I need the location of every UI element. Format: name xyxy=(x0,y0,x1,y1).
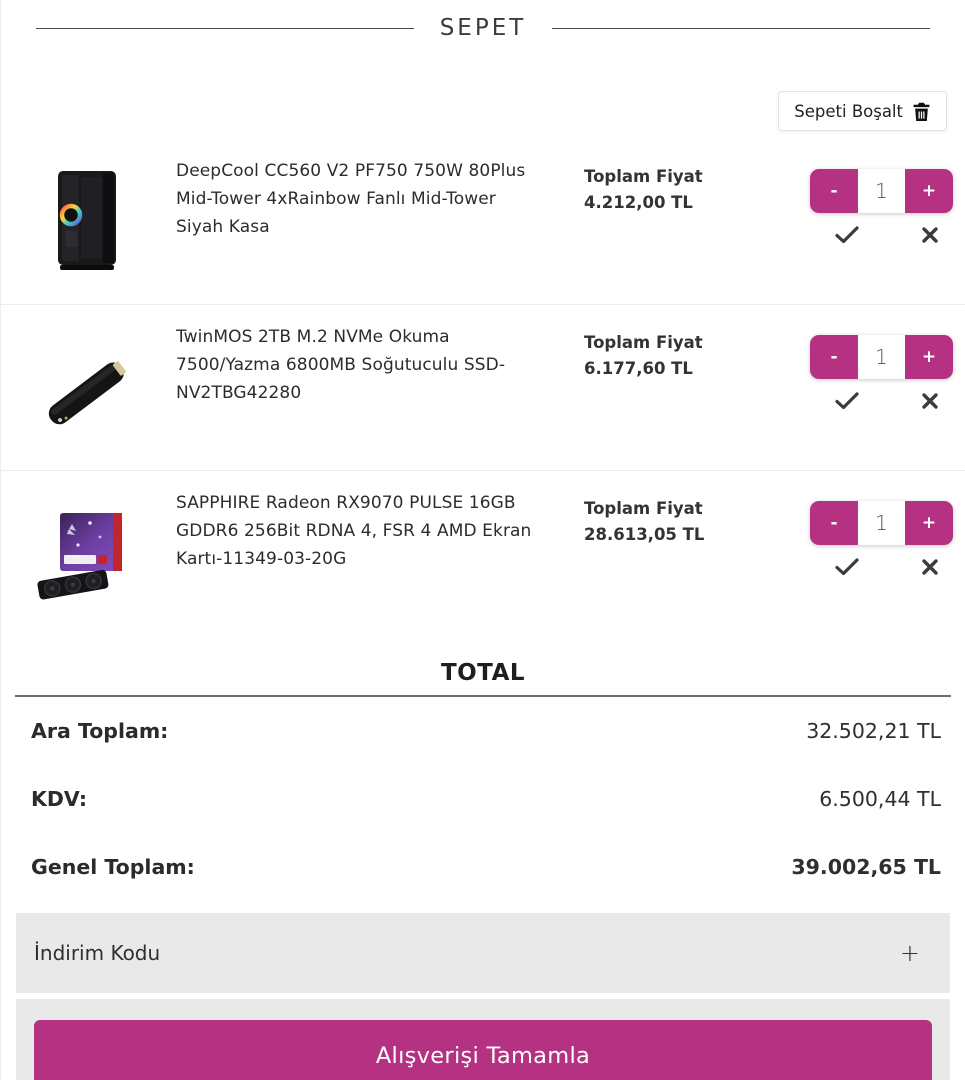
checkout-band: Alışverişi Tamamla xyxy=(16,999,950,1080)
header-line-left xyxy=(36,27,414,29)
quantity-stepper: - + xyxy=(810,335,953,379)
discount-code-toggle[interactable]: İndirim Kodu + xyxy=(16,913,950,993)
page-title: SEPET xyxy=(439,15,527,41)
quantity-stepper: - + xyxy=(810,501,953,545)
grand-total-row: Genel Toplam: 39.002,65 TL xyxy=(15,833,951,901)
item-controls: - + xyxy=(810,319,953,411)
product-title: SAPPHIRE Radeon RX9070 PULSE 16GB GDDR6 … xyxy=(176,493,532,569)
cart-items-list: DeepCool CC560 V2 PF750 750W 80Plus Mid-… xyxy=(1,139,965,634)
product-image xyxy=(34,331,138,441)
cart-header: SEPET xyxy=(36,0,930,41)
quantity-increase-button[interactable]: + xyxy=(905,335,953,379)
quantity-stepper: - + xyxy=(810,169,953,213)
quantity-input[interactable] xyxy=(858,169,905,213)
empty-cart-label: Sepeti Boşalt xyxy=(794,101,903,121)
pc-case-image xyxy=(58,171,116,270)
quantity-decrease-button[interactable]: - xyxy=(810,501,858,545)
totals-section: TOTAL Ara Toplam: 32.502,21 TL KDV: 6.50… xyxy=(1,660,965,901)
quantity-increase-button[interactable]: + xyxy=(905,169,953,213)
quantity-decrease-button[interactable]: - xyxy=(810,335,858,379)
quantity-decrease-button[interactable]: - xyxy=(810,169,858,213)
subtotal-label: Ara Toplam: xyxy=(31,719,169,743)
item-price-block: Toplam Fiyat 4.212,00 TL xyxy=(548,153,810,212)
grand-total-value: 39.002,65 TL xyxy=(791,855,941,879)
product-image xyxy=(34,497,138,607)
empty-cart-row: Sepeti Boşalt xyxy=(1,91,947,131)
totals-divider xyxy=(15,695,951,697)
totals-heading: TOTAL xyxy=(440,660,526,686)
quantity-input[interactable] xyxy=(858,501,905,545)
cart-item: TwinMOS 2TB M.2 NVMe Okuma 7500/Yazma 68… xyxy=(1,305,965,471)
item-actions xyxy=(810,557,953,577)
empty-cart-button[interactable]: Sepeti Boşalt xyxy=(778,91,947,131)
subtotal-row: Ara Toplam: 32.502,21 TL xyxy=(15,697,951,765)
grand-total-label: Genel Toplam: xyxy=(31,855,195,879)
product-image xyxy=(34,165,138,275)
cart-item: DeepCool CC560 V2 PF750 750W 80Plus Mid-… xyxy=(1,139,965,305)
cart-item: SAPPHIRE Radeon RX9070 PULSE 16GB GDDR6 … xyxy=(1,471,965,634)
gpu-image xyxy=(37,513,122,600)
ssd-image xyxy=(48,361,126,425)
item-actions xyxy=(810,225,953,245)
price-value: 28.613,05 TL xyxy=(584,525,705,544)
quantity-input[interactable] xyxy=(858,335,905,379)
subtotal-value: 32.502,21 TL xyxy=(806,719,941,743)
item-controls: - + xyxy=(810,153,953,245)
price-label: Toplam Fiyat xyxy=(584,167,703,186)
product-title: TwinMOS 2TB M.2 NVMe Okuma 7500/Yazma 68… xyxy=(176,327,506,403)
remove-item-icon[interactable] xyxy=(921,226,939,244)
price-value: 6.177,60 TL xyxy=(584,359,693,378)
price-value: 4.212,00 TL xyxy=(584,193,693,212)
confirm-quantity-icon[interactable] xyxy=(834,391,860,411)
price-label: Toplam Fiyat xyxy=(584,499,703,518)
checkout-button[interactable]: Alışverişi Tamamla xyxy=(34,1020,932,1080)
tax-row: KDV: 6.500,44 TL xyxy=(15,765,951,833)
tax-value: 6.500,44 TL xyxy=(819,787,941,811)
expand-plus-icon: + xyxy=(899,939,920,967)
product-title: DeepCool CC560 V2 PF750 750W 80Plus Mid-… xyxy=(176,161,526,237)
quantity-increase-button[interactable]: + xyxy=(905,501,953,545)
item-actions xyxy=(810,391,953,411)
confirm-quantity-icon[interactable] xyxy=(834,557,860,577)
item-price-block: Toplam Fiyat 6.177,60 TL xyxy=(548,319,810,378)
header-line-right xyxy=(552,27,930,29)
discount-code-label: İndirim Kodu xyxy=(34,941,161,965)
remove-item-icon[interactable] xyxy=(921,392,939,410)
item-controls: - + xyxy=(810,485,953,577)
confirm-quantity-icon[interactable] xyxy=(834,225,860,245)
price-label: Toplam Fiyat xyxy=(584,333,703,352)
trash-icon xyxy=(913,102,930,121)
tax-label: KDV: xyxy=(31,787,88,811)
item-price-block: Toplam Fiyat 28.613,05 TL xyxy=(548,485,810,544)
remove-item-icon[interactable] xyxy=(921,558,939,576)
